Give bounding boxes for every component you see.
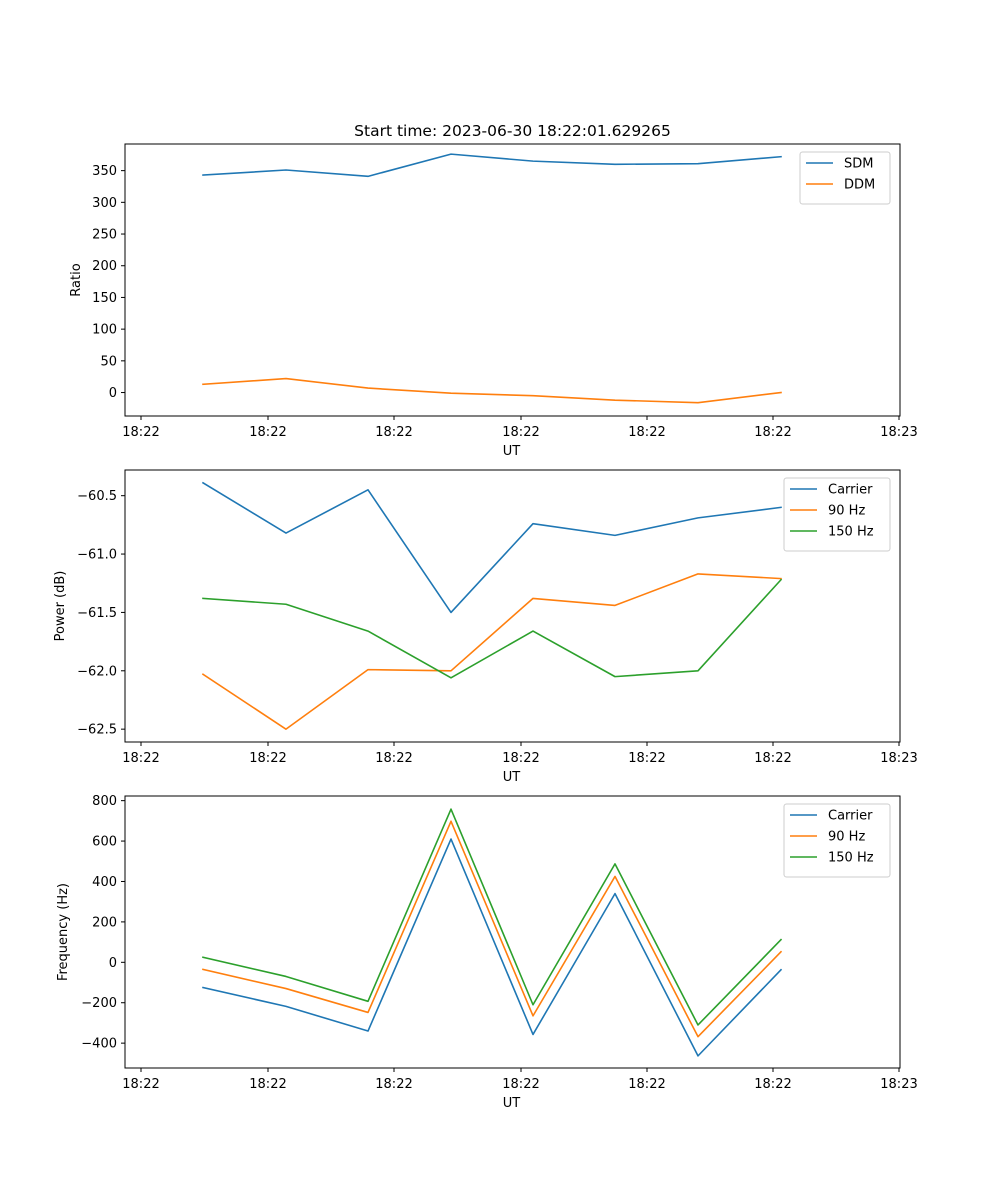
power-series-90-hz-line [201,573,782,730]
frequency-legend-label-carrier: Carrier [828,809,873,824]
ratio-series-sdm-line [202,153,782,178]
ratio-y-tick-label: 0 [109,386,117,401]
frequency-x-tick-label: 18:22 [122,1077,159,1092]
power-axes-frame [124,469,901,743]
ratio-x-axis-label: UT [503,444,521,459]
power-y-tick-label: −62.0 [77,664,117,679]
frequency-legend-box [783,803,891,878]
ratio-x-tick-label: 18:22 [249,425,286,440]
power-chart-panel: 18:22 18:22 18:22 18:22 18:22 18:22 18:23 −62.5… [53,469,918,785]
power-x-tick-label: 18:22 [249,751,286,766]
ratio-x-tick-label: 18:22 [502,425,539,440]
power-legend-label-carrier: Carrier [828,483,873,498]
frequency-y-tick-label: 800 [92,794,117,809]
ratio-y-axis-label: Ratio [69,263,84,296]
power-y-tick-label: −60.5 [77,489,117,504]
ratio-x-tick-label: 18:22 [754,425,791,440]
power-y-tick-label: −61.0 [77,548,117,563]
power-x-axis-label: UT [503,770,521,785]
ratio-chart-title: Start time: 2023-06-30 18:22:01.629265 [354,122,671,140]
power-x-tick-label: 18:22 [122,751,159,766]
ratio-x-tick-label: 18:23 [880,425,917,440]
frequency-y-tick-label: −400 [81,1037,117,1052]
ratio-x-tick-label: 18:22 [375,425,412,440]
frequency-y-tick-label: 200 [92,915,117,930]
frequency-y-axis-label: Frequency (Hz) [56,883,71,981]
frequency-x-tick-label: 18:22 [375,1077,412,1092]
ratio-axes-frame [124,143,901,417]
power-legend-box [783,477,891,552]
power-x-tick-label: 18:23 [880,751,917,766]
power-x-tick-label: 18:22 [375,751,412,766]
power-x-tick-label: 18:22 [628,751,665,766]
frequency-y-tick-label: 0 [109,956,117,971]
power-x-tick-label: 18:22 [502,751,539,766]
frequency-series-carrier-line [202,838,783,1057]
ratio-y-tick-label: 150 [92,291,117,306]
ratio-series-ddm-line [202,377,782,404]
frequency-x-axis-label: UT [503,1096,521,1111]
power-y-tick-label: −61.5 [77,606,117,621]
frequency-x-tick-label: 18:23 [880,1077,917,1092]
power-legend: Carrier 90 Hz 150 Hz [783,477,891,552]
frequency-axes-frame [124,795,901,1069]
power-legend-label-90-hz: 90 Hz [828,504,865,519]
power-x-tick-label: 18:22 [754,751,791,766]
power-y-tick-label: −62.5 [77,723,117,738]
power-series-carrier-line [201,481,782,614]
ratio-y-tick-label: 50 [100,354,117,369]
power-y-axis-label: Power (dB) [53,571,68,642]
frequency-chart-panel: 18:22 18:22 18:22 18:22 18:22 18:22 18:23 −400 −… [56,794,918,1111]
frequency-legend: Carrier 90 Hz 150 Hz [783,803,891,878]
ratio-y-tick-label: 200 [92,259,117,274]
frequency-x-tick-label: 18:22 [502,1077,539,1092]
ratio-legend-box [799,151,891,205]
ratio-chart-panel: Start time: 2023-06-30 18:22:01.629265 18… [69,122,918,459]
ratio-legend-label-sdm: SDM [844,157,873,172]
power-legend-label-150-hz: 150 Hz [828,525,874,540]
ratio-x-tick-label: 18:22 [122,425,159,440]
frequency-y-tick-label: −200 [81,996,117,1011]
ratio-y-tick-label: 250 [92,228,117,243]
power-series-150-hz-line [202,578,783,679]
ratio-x-tick-label: 18:22 [628,425,665,440]
frequency-x-tick-label: 18:22 [628,1077,665,1092]
frequency-x-tick-label: 18:22 [249,1077,286,1092]
frequency-y-tick-label: 600 [92,835,117,850]
frequency-y-tick-label: 400 [92,875,117,890]
frequency-x-tick-label: 18:22 [754,1077,791,1092]
frequency-series-90-hz-line [202,820,783,1038]
frequency-legend-label-150-hz: 150 Hz [828,851,874,866]
frequency-legend-label-90-hz: 90 Hz [828,830,865,845]
ratio-y-tick-label: 100 [92,323,117,338]
frequency-series-150-hz-line [202,808,783,1026]
ratio-legend: SDM DDM [799,151,891,205]
ratio-legend-label-ddm: DDM [844,178,875,193]
ratio-y-tick-label: 350 [92,164,117,179]
ratio-y-tick-label: 300 [92,196,117,211]
